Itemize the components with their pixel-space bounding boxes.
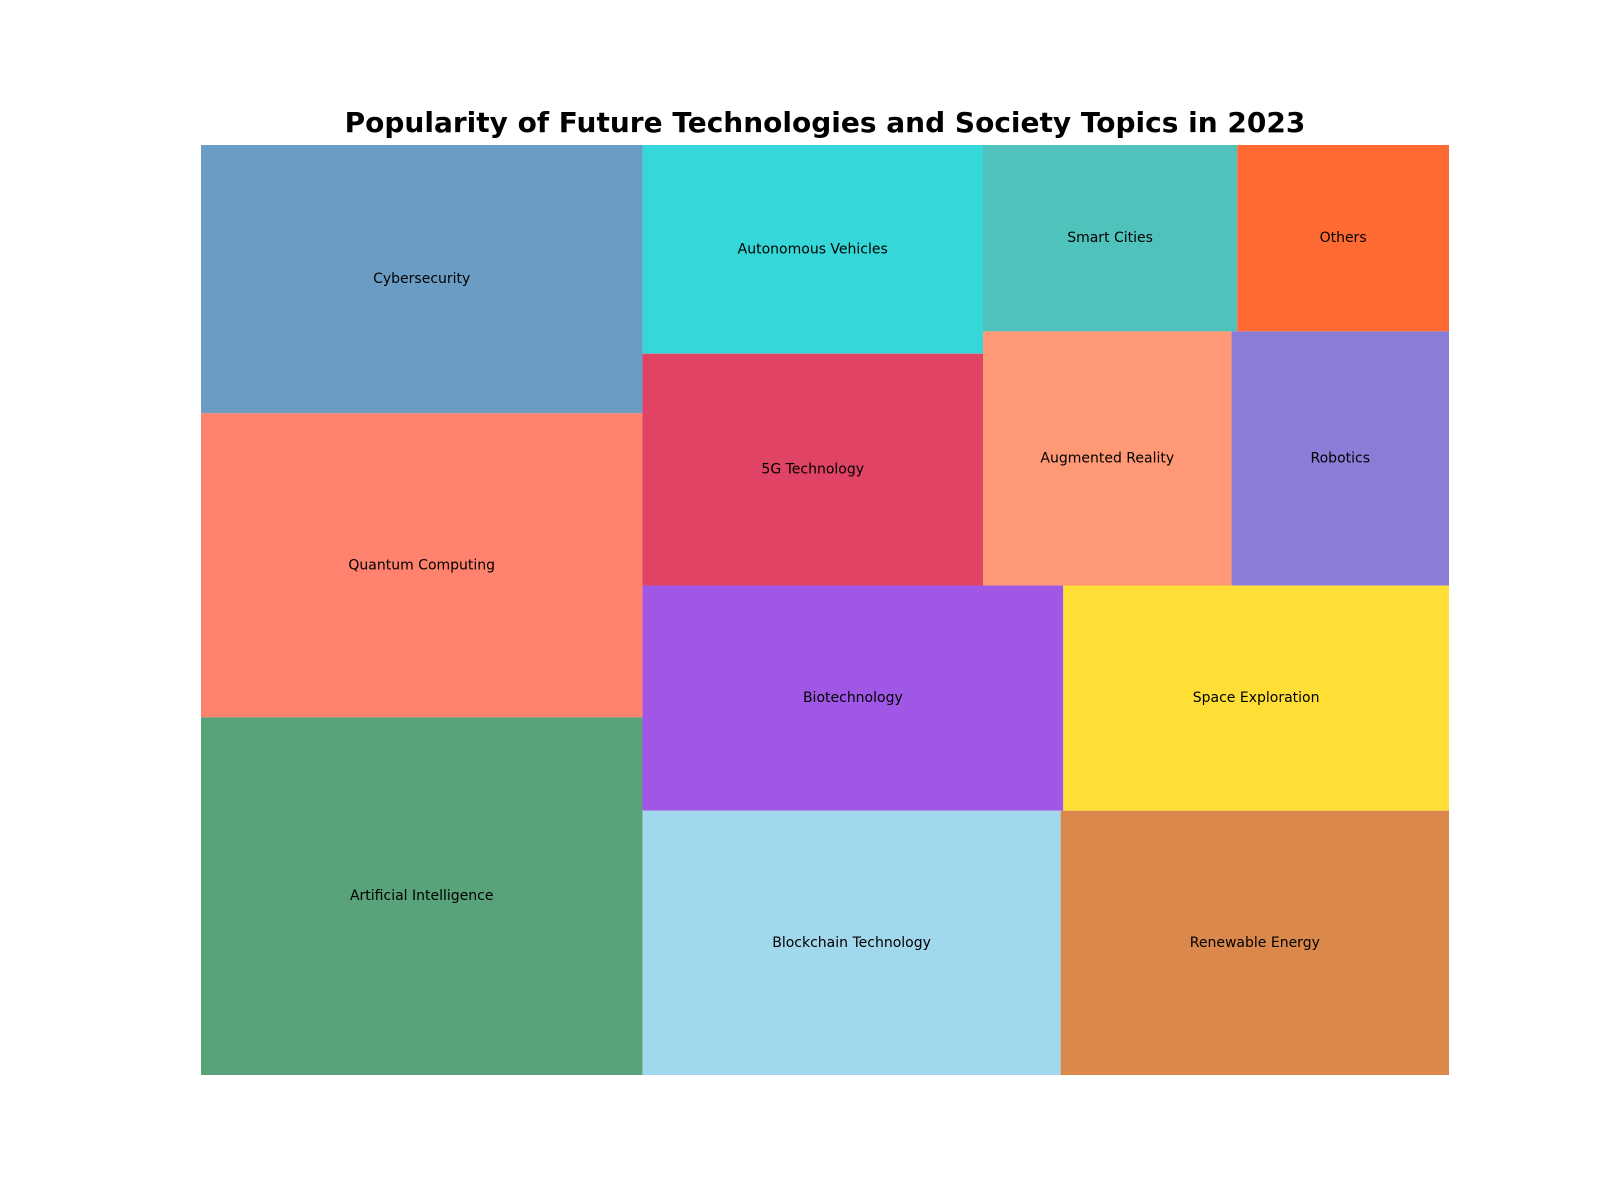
tile-label: Artificial Intelligence [350,888,494,904]
tile-space-exploration: Space Exploration [1063,585,1449,811]
tile-cybersecurity: Cybersecurity [201,145,643,414]
treemap-tile [983,331,1232,586]
tile-others: Others [1237,145,1449,332]
treemap-tile [1237,145,1449,332]
tile-label: Renewable Energy [1190,935,1320,951]
tile-label: 5G Technology [761,462,864,478]
tile-renewable-energy: Renewable Energy [1060,810,1449,1075]
tile-augmented-reality: Augmented Reality [983,331,1232,586]
tile-5g-technology: 5G Technology [642,353,984,586]
tile-robotics: Robotics [1231,331,1449,586]
tile-label: Quantum Computing [348,557,495,573]
tile-label: Autonomous Vehicles [738,241,888,257]
tile-label: Augmented Reality [1040,450,1174,466]
treemap-tile [1063,585,1449,811]
tile-label: Cybersecurity [373,271,470,287]
tile-quantum-computing: Quantum Computing [201,413,643,718]
treemap-tile [1060,810,1449,1075]
tile-label: Robotics [1311,450,1371,466]
treemap-tile [642,353,984,586]
treemap-tile [642,145,984,354]
tile-artificial-intelligence: Artificial Intelligence [201,717,643,1075]
chart-title: Popularity of Future Technologies and So… [344,106,1306,139]
tile-label: Others [1320,230,1367,246]
tile-label: Blockchain Technology [772,935,931,951]
treemap-tile [642,810,1061,1075]
tile-label: Biotechnology [803,690,903,706]
tile-blockchain-technology: Blockchain Technology [642,810,1061,1075]
treemap-tile [201,145,643,414]
tile-smart-cities: Smart Cities [983,145,1238,332]
treemap-tile [201,413,643,718]
tile-label: Space Exploration [1193,690,1320,706]
treemap-tile [642,585,1064,811]
treemap-tile [983,145,1238,332]
tile-label: Smart Cities [1067,230,1153,246]
treemap-tile [1231,331,1449,586]
treemap-tile [201,717,643,1075]
tile-autonomous-vehicles: Autonomous Vehicles [642,145,984,354]
tile-biotechnology: Biotechnology [642,585,1064,811]
